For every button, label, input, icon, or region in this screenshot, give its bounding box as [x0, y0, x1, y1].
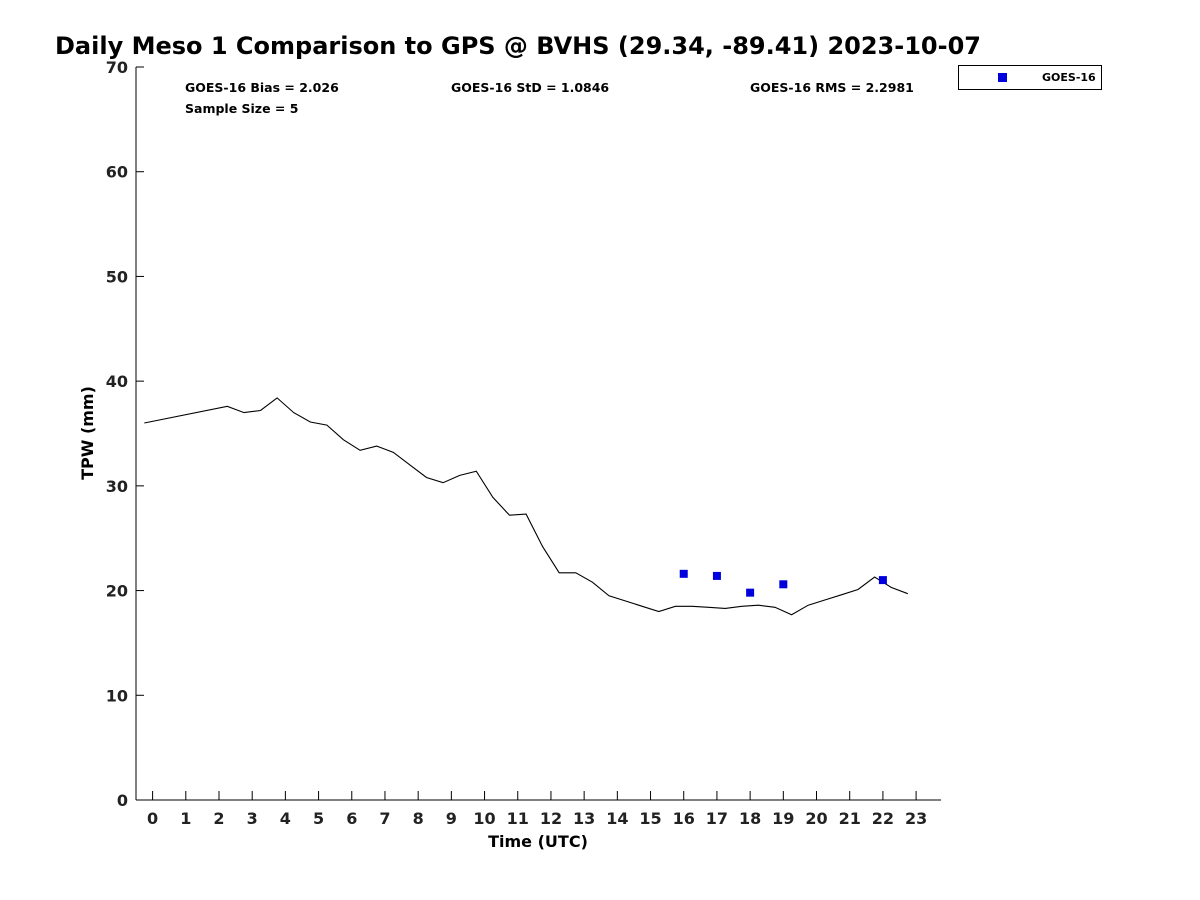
y-tick-label: 30: [106, 477, 128, 496]
x-tick-label: 14: [606, 809, 628, 828]
y-tick-label: 70: [106, 58, 128, 77]
x-tick-label: 22: [872, 809, 894, 828]
x-tick-label: 0: [147, 809, 158, 828]
x-tick-label: 15: [639, 809, 661, 828]
x-tick-label: 6: [346, 809, 357, 828]
x-tick-label: 23: [905, 809, 927, 828]
x-tick-label: 17: [706, 809, 728, 828]
x-tick-label: 16: [673, 809, 695, 828]
legend-marker: [998, 73, 1007, 82]
x-tick-label: 13: [573, 809, 595, 828]
chart-title: Daily Meso 1 Comparison to GPS @ BVHS (2…: [55, 32, 981, 60]
legend: GOES-16: [958, 65, 1102, 90]
x-tick-label: 20: [805, 809, 827, 828]
y-tick-label: 20: [106, 582, 128, 601]
goes-16-point: [779, 580, 788, 589]
x-tick-label: 10: [473, 809, 495, 828]
x-tick-label: 21: [839, 809, 861, 828]
stat-std: GOES-16 StD = 1.0846: [451, 80, 609, 95]
legend-box: [958, 65, 1102, 90]
x-tick-label: 8: [413, 809, 424, 828]
x-tick-label: 18: [739, 809, 761, 828]
x-tick-label: 9: [446, 809, 457, 828]
x-tick-label: 4: [280, 809, 291, 828]
x-tick-label: 3: [247, 809, 258, 828]
y-axis: 0 10 20 30 40 50 60 70: [106, 58, 144, 810]
x-tick-label: 1: [180, 809, 191, 828]
y-tick-label: 10: [106, 686, 128, 705]
y-axis-label: TPW (mm): [78, 386, 97, 480]
x-tick-label: 12: [540, 809, 562, 828]
x-axis-label: Time (UTC): [488, 832, 588, 851]
x-tick-label: 2: [213, 809, 224, 828]
x-axis: 0 1 2 3 4 5 6 7 8 9 10 11 12 13 14 15 16 17 18 19 20 21 22 23: [147, 791, 927, 828]
gps-series-line: [144, 397, 908, 616]
goes-16-point: [712, 571, 721, 580]
y-tick-label: 40: [106, 372, 128, 391]
y-tick-label: 50: [106, 267, 128, 286]
legend-label-goes-16: GOES-16: [1042, 71, 1096, 84]
x-tick-label: 11: [507, 809, 529, 828]
stat-sample-size: Sample Size = 5: [185, 101, 298, 116]
y-tick-label: 0: [117, 791, 128, 810]
goes-16-series: [679, 569, 887, 597]
x-tick-label: 19: [772, 809, 794, 828]
goes-16-point: [878, 576, 887, 585]
stat-rms: GOES-16 RMS = 2.2981: [750, 80, 914, 95]
y-tick-label: 60: [106, 163, 128, 182]
goes-16-point: [746, 588, 755, 597]
stat-bias: GOES-16 Bias = 2.026: [185, 80, 339, 95]
plot-area: [135, 67, 941, 801]
goes-16-point: [679, 569, 688, 578]
x-tick-label: 5: [313, 809, 324, 828]
x-tick-label: 7: [379, 809, 390, 828]
